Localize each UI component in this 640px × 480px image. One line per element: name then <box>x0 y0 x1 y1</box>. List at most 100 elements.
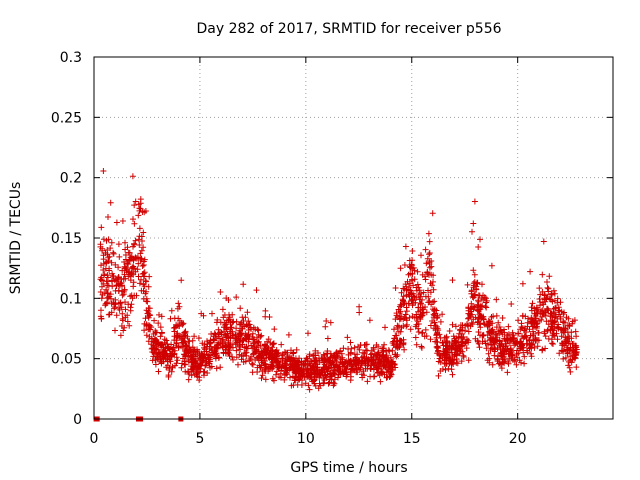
data-point <box>480 316 487 323</box>
data-point <box>463 345 470 352</box>
data-point <box>295 359 302 366</box>
data-point <box>323 363 330 369</box>
data-point <box>236 344 243 350</box>
data-point <box>556 350 563 357</box>
data-point <box>292 373 299 380</box>
data-point <box>556 311 562 318</box>
data-point <box>130 279 137 286</box>
data-point <box>476 321 483 328</box>
data-point <box>245 318 252 325</box>
data-point <box>410 299 417 306</box>
data-point <box>201 344 207 351</box>
data-point <box>351 351 358 358</box>
data-point <box>119 218 126 224</box>
data-point <box>550 341 556 347</box>
data-point <box>208 363 215 370</box>
data-point <box>423 260 430 267</box>
data-point <box>344 363 351 370</box>
data-point <box>221 319 228 326</box>
data-point <box>424 269 431 276</box>
data-point <box>400 323 407 329</box>
data-point <box>486 359 493 366</box>
x-axis-label: GPS time / hours <box>290 460 407 476</box>
data-point <box>441 357 448 364</box>
data-point <box>217 289 224 295</box>
data-point <box>428 258 435 264</box>
data-point <box>270 341 277 347</box>
data-point <box>457 322 464 329</box>
data-point <box>212 350 219 357</box>
data-point <box>465 337 472 344</box>
data-point <box>499 341 505 348</box>
data-point <box>413 341 420 348</box>
data-point <box>273 371 279 378</box>
data-point <box>392 285 399 291</box>
data-point <box>502 348 509 355</box>
data-point <box>198 310 205 317</box>
data-point <box>152 336 159 343</box>
data-point <box>358 362 365 369</box>
data-point <box>311 357 318 364</box>
data-point <box>374 366 381 373</box>
data-point <box>413 294 420 301</box>
data-point <box>331 353 337 360</box>
data-point <box>190 348 197 355</box>
data-point <box>540 301 547 308</box>
data-point <box>539 313 546 320</box>
data-point <box>550 327 557 334</box>
data-point <box>213 365 220 372</box>
data-point <box>527 332 534 339</box>
data-point <box>150 331 157 337</box>
data-point <box>534 343 541 350</box>
data-point <box>364 347 371 354</box>
data-point <box>505 331 512 338</box>
data-point <box>227 319 234 325</box>
data-point <box>387 354 394 361</box>
data-point <box>506 351 513 357</box>
data-point <box>366 317 373 324</box>
data-point <box>364 378 371 385</box>
data-point <box>400 293 407 300</box>
data-point <box>161 349 168 356</box>
data-point <box>375 349 382 356</box>
data-point <box>140 281 147 288</box>
data-point <box>112 287 119 294</box>
data-point <box>513 361 520 368</box>
data-point <box>151 317 158 324</box>
data-point <box>235 361 241 368</box>
data-point <box>414 281 421 288</box>
data-point <box>168 341 175 348</box>
data-point <box>296 376 303 383</box>
data-point <box>443 346 450 353</box>
data-point <box>432 322 439 329</box>
data-point <box>470 267 477 274</box>
data-point <box>97 313 104 320</box>
data-point <box>460 340 467 347</box>
data-point <box>409 271 416 277</box>
data-point <box>225 349 232 356</box>
data-point <box>276 362 283 369</box>
data-point <box>526 326 533 333</box>
data-point <box>414 268 421 275</box>
data-point <box>567 368 574 375</box>
data-point <box>533 325 540 331</box>
data-point <box>497 346 504 353</box>
data-point <box>394 345 401 351</box>
data-point <box>301 374 308 381</box>
data-point <box>124 244 131 251</box>
data-point <box>472 291 479 298</box>
data-point <box>151 345 158 352</box>
data-point <box>256 353 263 360</box>
data-point <box>127 304 134 311</box>
data-point <box>507 335 514 342</box>
data-point <box>126 322 133 329</box>
data-point <box>501 329 508 336</box>
data-point <box>367 373 374 380</box>
data-point <box>223 321 230 328</box>
y-axis-label: SRMTID / TECUs <box>8 182 24 295</box>
data-point <box>489 361 496 368</box>
y-tick-label: 0 <box>73 412 82 428</box>
data-point <box>475 338 481 345</box>
data-point <box>133 255 140 262</box>
data-point <box>262 313 269 320</box>
